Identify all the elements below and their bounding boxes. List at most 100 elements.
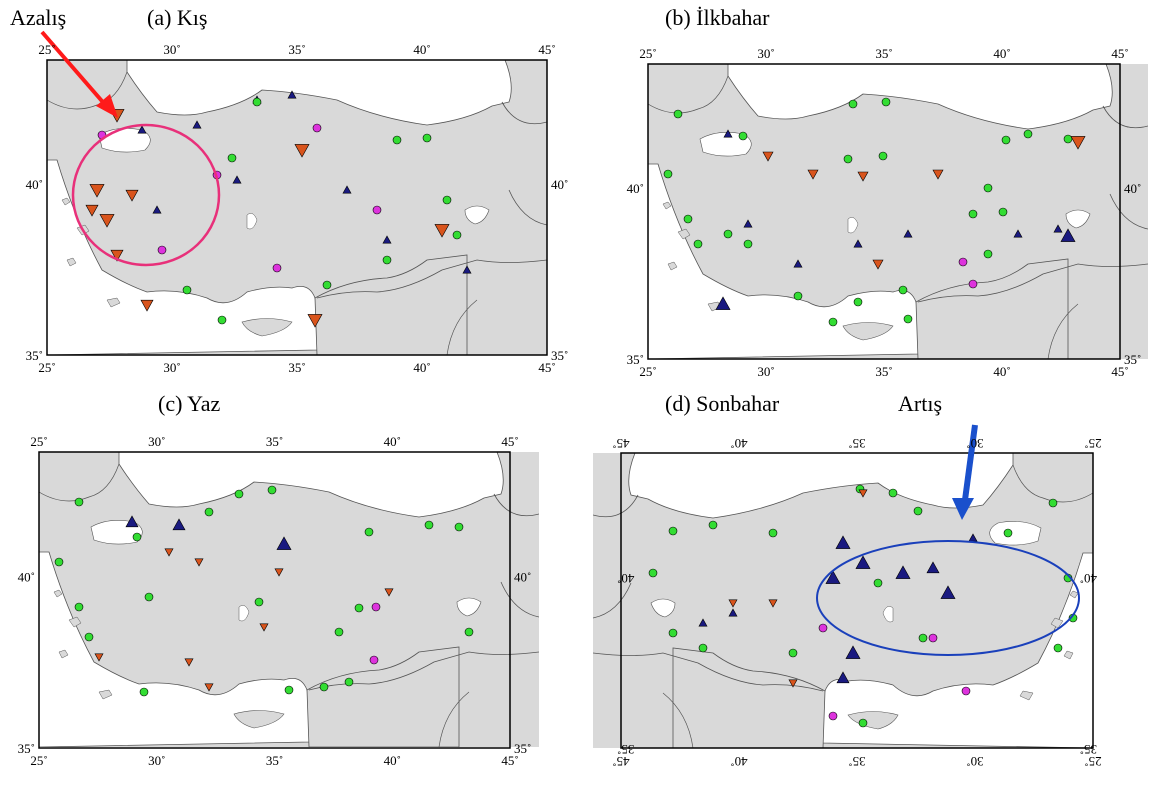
- station-no-trend-circle: [903, 314, 913, 324]
- station-no-trend-circle: [139, 687, 149, 697]
- station-decrease-triangle: [164, 548, 174, 557]
- station-decrease-triangle: [110, 249, 124, 262]
- station-no-trend-circle: [364, 527, 374, 537]
- x-tick-bottom: 40˚: [993, 364, 1010, 379]
- y-tick-left: 35˚: [18, 741, 35, 756]
- station-no-trend-circle: [452, 230, 462, 240]
- station-no-trend-circle: [668, 628, 678, 638]
- station-decrease-triangle: [872, 259, 884, 270]
- station-no-trend-circle: [422, 133, 432, 143]
- x-tick-top: 30˚: [148, 434, 165, 449]
- y-tick-right: 40˚: [551, 177, 568, 192]
- station-decrease-triangle: [259, 623, 269, 632]
- x-tick-bottom: 45˚: [612, 754, 629, 769]
- station-increase-triangle: [382, 235, 392, 244]
- station-increase-triangle: [462, 265, 472, 274]
- station-magenta-circle: [968, 279, 978, 289]
- map-panel-d: [593, 452, 1094, 749]
- x-tick-top: 35˚: [875, 46, 892, 61]
- station-no-trend-circle: [334, 627, 344, 637]
- station-no-trend-circle: [217, 315, 227, 325]
- station-no-trend-circle: [267, 485, 277, 495]
- station-increase-triangle: [1060, 228, 1076, 242]
- station-decrease-triangle: [807, 169, 819, 180]
- station-increase-triangle: [793, 259, 803, 268]
- station-no-trend-circle: [668, 526, 678, 536]
- station-magenta-circle: [369, 655, 379, 665]
- x-tick-bottom: 45˚: [538, 360, 555, 375]
- station-decrease-triangle: [384, 588, 394, 597]
- station-no-trend-circle: [881, 97, 891, 107]
- station-no-trend-circle: [204, 507, 214, 517]
- station-no-trend-circle: [723, 229, 733, 239]
- y-tick-right: 40˚: [1124, 181, 1141, 196]
- station-decrease-triangle: [728, 599, 738, 608]
- station-no-trend-circle: [828, 317, 838, 327]
- y-tick-left: 40˚: [617, 571, 634, 586]
- y-tick-left: 40˚: [18, 569, 35, 584]
- x-tick-bottom: 45˚: [1111, 364, 1128, 379]
- x-tick-bottom: 40˚: [384, 753, 401, 768]
- station-no-trend-circle: [848, 99, 858, 109]
- station-no-trend-circle: [227, 153, 237, 163]
- x-tick-bottom: 40˚: [730, 754, 747, 769]
- station-decrease-triangle: [788, 679, 798, 688]
- y-tick-left: 40˚: [26, 177, 43, 192]
- station-no-trend-circle: [878, 151, 888, 161]
- x-tick-bottom: 35˚: [288, 360, 305, 375]
- y-tick-left: 40˚: [627, 181, 644, 196]
- y-tick-right: 35˚: [551, 348, 568, 363]
- station-no-trend-circle: [319, 682, 329, 692]
- x-tick-bottom: 35˚: [266, 753, 283, 768]
- station-decrease-triangle: [857, 171, 869, 182]
- increase-callout-label: Artış: [898, 391, 942, 416]
- x-tick-top: 25˚: [639, 46, 656, 61]
- station-no-trend-circle: [648, 568, 658, 578]
- x-tick-top: 45˚: [612, 436, 629, 451]
- station-no-trend-circle: [1063, 134, 1073, 144]
- station-decrease-triangle: [194, 558, 204, 567]
- station-no-trend-circle: [918, 633, 928, 643]
- station-no-trend-circle: [252, 97, 262, 107]
- panel-title-b: (b) İlkbahar: [665, 5, 770, 30]
- station-decrease-triangle: [140, 299, 154, 312]
- station-no-trend-circle: [454, 522, 464, 532]
- increase-region-ellipse: [816, 540, 1080, 656]
- x-tick-top: 35˚: [848, 436, 865, 451]
- station-no-trend-circle: [708, 520, 718, 530]
- x-tick-top: 25˚: [38, 42, 55, 57]
- x-tick-top: 25˚: [30, 434, 47, 449]
- station-magenta-circle: [157, 245, 167, 255]
- increase-arrow: [952, 424, 978, 520]
- station-increase-triangle: [715, 296, 731, 310]
- station-increase-triangle: [728, 608, 738, 617]
- x-tick-bottom: 40˚: [413, 360, 430, 375]
- x-tick-bottom: 35˚: [848, 754, 865, 769]
- station-no-trend-circle: [182, 285, 192, 295]
- station-decrease-triangle: [99, 214, 115, 228]
- x-tick-bottom: 25˚: [30, 753, 47, 768]
- station-no-trend-circle: [663, 169, 673, 179]
- station-no-trend-circle: [344, 677, 354, 687]
- station-no-trend-circle: [132, 532, 142, 542]
- station-magenta-circle: [958, 257, 968, 267]
- station-increase-triangle: [1053, 224, 1063, 233]
- panel-title-c: (c) Yaz: [158, 391, 221, 416]
- station-increase-triangle: [287, 90, 297, 99]
- x-tick-top: 30˚: [757, 46, 774, 61]
- station-increase-triangle: [926, 561, 940, 574]
- station-increase-triangle: [853, 239, 863, 248]
- station-increase-triangle: [152, 205, 162, 214]
- station-no-trend-circle: [853, 297, 863, 307]
- y-tick-right: 35˚: [514, 741, 531, 756]
- station-decrease-triangle: [307, 314, 323, 328]
- station-no-trend-circle: [683, 214, 693, 224]
- station-magenta-circle: [818, 623, 828, 633]
- station-increase-triangle: [137, 125, 147, 134]
- y-tick-right: 35˚: [1080, 742, 1097, 757]
- station-increase-triangle: [845, 645, 861, 659]
- station-no-trend-circle: [743, 239, 753, 249]
- x-tick-top: 45˚: [1111, 46, 1128, 61]
- station-no-trend-circle: [464, 627, 474, 637]
